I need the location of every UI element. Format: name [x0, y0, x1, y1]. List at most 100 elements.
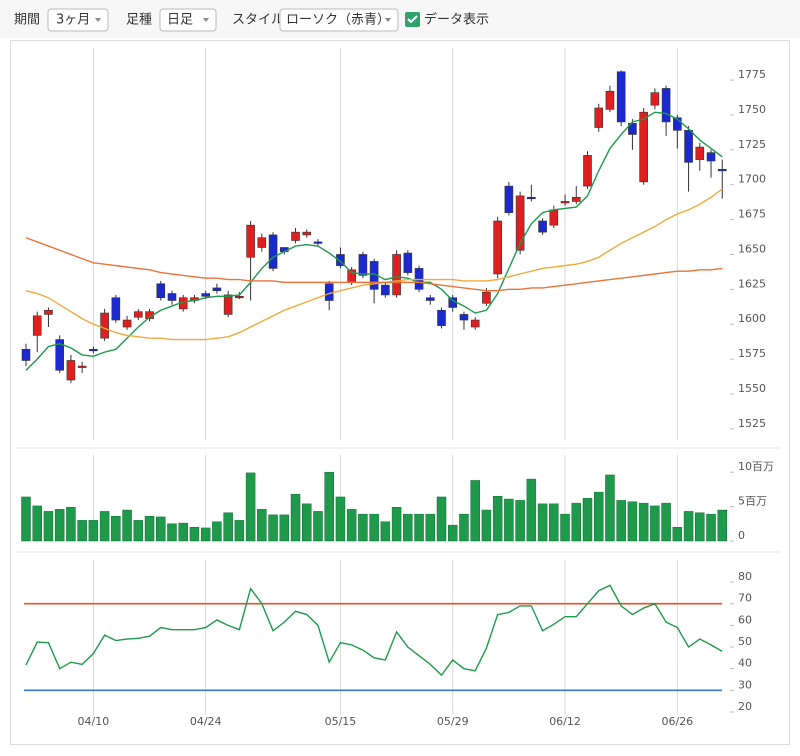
candle-body [201, 293, 210, 297]
y-tick-label: 1675 [738, 208, 766, 221]
y-tick-label: 60 [738, 613, 752, 626]
volume-bar [178, 522, 188, 542]
bar-value: 日足 [167, 13, 193, 28]
volume-bar [257, 509, 267, 542]
candle-body [470, 319, 480, 328]
candle-body [425, 297, 435, 301]
y-tick-label: 0 [738, 529, 745, 542]
toolbar [0, 0, 800, 38]
candle-body [560, 201, 570, 204]
y-tick-label: 1525 [738, 417, 766, 430]
y-tick-label: 30 [738, 678, 752, 691]
volume-bar [77, 520, 87, 542]
volume-bar [99, 511, 110, 542]
volume-bar [616, 500, 626, 542]
candle-body [639, 111, 648, 183]
bar-label: 足種 [126, 12, 152, 28]
volume-bar [627, 501, 638, 542]
volume-bar [32, 505, 42, 542]
volume-bar [492, 496, 503, 542]
candle-body [673, 117, 682, 131]
candle-body [482, 291, 491, 304]
y-tick-label: 1575 [738, 347, 766, 360]
candle-body [291, 231, 300, 241]
candle-body [549, 209, 559, 226]
volume-bar [144, 515, 155, 542]
volume-bar [515, 500, 525, 542]
volume-bar [111, 515, 121, 542]
y-tick-label: 10百万 [738, 460, 774, 473]
candle-body [527, 196, 536, 200]
y-tick-label: 5百万 [738, 495, 767, 508]
candle-body [717, 169, 727, 172]
y-tick-label: 1650 [738, 242, 766, 255]
volume-bar [380, 521, 391, 542]
volume-bar [234, 520, 245, 542]
volume-bar [358, 513, 368, 542]
volume-bar [200, 527, 211, 542]
x-tick-label: 04/10 [78, 715, 110, 728]
candle-body [616, 71, 626, 123]
volume-bar [122, 509, 132, 542]
bar-dropdown[interactable] [159, 8, 217, 32]
volume-bar [717, 509, 728, 542]
period-dropdown[interactable] [47, 8, 109, 32]
x-tick-label: 06/26 [661, 715, 693, 728]
candle-body [628, 123, 637, 135]
candle-body [661, 88, 671, 123]
volume-bar [695, 512, 705, 542]
y-tick-label: 40 [738, 657, 752, 670]
volume-bar [167, 523, 177, 542]
style-value: ローソク（赤青） [286, 13, 390, 28]
y-tick-label: 80 [738, 570, 752, 583]
candle-body [313, 241, 323, 244]
candle-body [403, 252, 413, 273]
volume-bar [21, 496, 31, 542]
y-tick-label: 50 [738, 635, 752, 648]
volume-bar [593, 491, 604, 542]
candle-body [493, 220, 502, 275]
volume-bar [223, 512, 233, 542]
volume-bar [605, 474, 615, 542]
candle-body [55, 339, 64, 371]
candle-body [650, 92, 660, 106]
style-dropdown[interactable] [279, 8, 399, 32]
candle-body [66, 360, 76, 381]
candle-body [235, 296, 244, 299]
candle-body [212, 287, 222, 292]
y-tick-label: 1600 [738, 312, 766, 325]
volume-bar [571, 502, 582, 542]
volume-bar [391, 507, 402, 542]
volume-bar [189, 526, 200, 542]
volume-bar [526, 478, 537, 542]
volume-bar [279, 514, 290, 542]
candle-body [268, 234, 278, 269]
volume-bar [369, 513, 379, 542]
candle-body [515, 195, 525, 251]
y-tick-label: 1550 [738, 382, 766, 395]
x-tick-label: 06/12 [549, 715, 581, 728]
volume-bar [683, 511, 694, 542]
candle-body [358, 254, 368, 276]
volume-bar [403, 513, 413, 542]
candle-body [695, 146, 705, 160]
volume-bar [560, 513, 570, 542]
volume-bar [549, 503, 559, 542]
volume-bar [582, 498, 593, 542]
candle-body [257, 237, 267, 248]
volume-bar [302, 503, 312, 542]
volume-bar [133, 520, 144, 542]
volume-bar [537, 503, 548, 542]
volume-bar [324, 471, 334, 542]
candle-body [156, 283, 166, 299]
volume-bar [459, 513, 469, 542]
candle-body [571, 196, 581, 202]
period-label: 期間 [14, 13, 40, 28]
candle-body [21, 349, 31, 361]
volume-bar [650, 505, 660, 542]
volume-bar [313, 511, 323, 542]
moving-average-line [25, 188, 723, 341]
volume-bar [638, 502, 649, 542]
dropdown-arrow [385, 18, 391, 22]
candle-body [706, 152, 716, 162]
